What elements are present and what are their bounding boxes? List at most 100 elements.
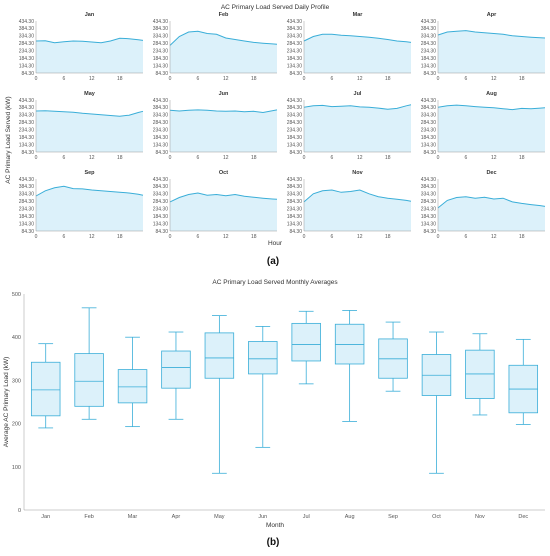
profile-area: [304, 190, 411, 231]
y-tick-label: 234.30: [153, 207, 169, 213]
profile-area: [438, 30, 545, 74]
y-tick-label: 434.30: [421, 19, 437, 25]
box-iqr: [465, 349, 495, 399]
profile-area: [170, 31, 277, 73]
y-tick-label: 284.30: [287, 199, 303, 205]
x-tick-label: 0: [35, 155, 38, 161]
x-tick-label: 0: [437, 155, 440, 161]
x-tick-label: 12: [223, 155, 229, 161]
x-tick-label: Sep: [388, 514, 398, 520]
box-iqr: [248, 341, 278, 375]
x-tick-label: 0: [437, 76, 440, 82]
x-tick-label: 18: [519, 155, 525, 161]
y-tick-label: 84.30: [21, 71, 34, 77]
profile-area: [170, 193, 277, 231]
x-tick-label: 12: [357, 234, 363, 240]
box-jul: Jul: [291, 310, 321, 520]
x-tick-label: 18: [385, 155, 391, 161]
x-tick-label: 18: [519, 234, 525, 240]
daily-profile-title: AC Primary Load Served Daily Profile: [221, 4, 330, 11]
y-tick-label: 384.30: [287, 105, 303, 111]
caption-b: (b): [267, 537, 280, 548]
y-tick-label: 234.30: [287, 207, 303, 213]
y-tick-label: 384.30: [287, 26, 303, 32]
profile-panel-title: May: [84, 91, 96, 97]
y-tick-label: 384.30: [421, 184, 437, 190]
profile-panel-title: Feb: [219, 12, 229, 18]
y-tick-label: 284.30: [153, 199, 169, 205]
y-tick-label: 184.30: [19, 135, 35, 141]
box-iqr: [74, 353, 104, 407]
y-tick-label: 184.30: [19, 214, 35, 220]
x-tick-label: 18: [117, 76, 123, 82]
daily-profile-ylabel: AC Primary Load Served (kW): [5, 96, 12, 183]
y-tick-label: 84.30: [289, 71, 302, 77]
y-tick-label: 384.30: [19, 105, 35, 111]
x-tick-label: 6: [465, 76, 468, 82]
profile-area: [170, 109, 277, 152]
monthly-profile-grid: Jan84.30134.30184.30234.30284.30334.3038…: [19, 12, 546, 240]
caption-a: (a): [267, 256, 279, 267]
y-tick-label: 84.30: [423, 71, 436, 77]
y-tick-label: 184.30: [153, 56, 169, 62]
box-oct: Oct: [421, 331, 452, 520]
y-tick-label: 134.30: [153, 221, 169, 227]
y-tick-label: 284.30: [19, 120, 35, 126]
profile-line: [169, 192, 278, 203]
y-tick-label: 334.30: [421, 192, 437, 198]
y-tick-label: 434.30: [287, 19, 303, 25]
y-tick-label: 334.30: [287, 192, 303, 198]
y-tick-label: 184.30: [421, 135, 437, 141]
y-tick-label: 84.30: [423, 229, 436, 235]
y-tick-label: 334.30: [19, 113, 35, 119]
monthly-averages-panel: AC Primary Load Served Monthly Averages …: [3, 279, 545, 548]
x-tick-label: 12: [491, 155, 497, 161]
y-tick-label: 334.30: [153, 192, 169, 198]
y-tick-label: 434.30: [287, 98, 303, 104]
monthly-averages-ylabel: Average AC Primary Load (kW): [3, 357, 10, 448]
y-tick-label: 384.30: [421, 26, 437, 32]
box-iqr: [117, 369, 148, 404]
box-aug: Aug: [334, 310, 365, 520]
x-tick-label: 18: [519, 76, 525, 82]
x-tick-label: 0: [437, 234, 440, 240]
y-tick-label: 84.30: [155, 71, 168, 77]
monthly-averages-title: AC Primary Load Served Monthly Averages: [212, 279, 338, 286]
box-plot: 0 100 200 300 400 500 Jan Feb Mar Apr May Jun Jul Aug…: [12, 292, 545, 520]
box-jun: Jun: [248, 325, 278, 520]
profile-line: [437, 30, 546, 39]
box-iqr: [204, 332, 235, 379]
x-tick-label: 12: [223, 76, 229, 82]
x-tick-label: 12: [89, 234, 95, 240]
y-tick-label: 384.30: [421, 105, 437, 111]
y-tick-label: 134.30: [421, 63, 437, 69]
y-tick-label: 334.30: [287, 113, 303, 119]
y-tick-label: 334.30: [19, 34, 35, 40]
x-tick-label: May: [214, 514, 225, 520]
y-tick-label: 234.30: [19, 49, 35, 55]
x-tick-label: 12: [491, 76, 497, 82]
box-dec: Dec: [508, 338, 539, 520]
y-tick-label: 84.30: [155, 150, 168, 156]
x-tick-label: 18: [251, 234, 257, 240]
y-tick-label: 184.30: [287, 135, 303, 141]
x-tick-label: 0: [303, 155, 306, 161]
profile-panel-title: Jun: [219, 91, 229, 97]
x-tick-label: 6: [465, 234, 468, 240]
daily-profile-panel: AC Primary Load Served Daily Profile Hou…: [5, 4, 546, 267]
y-tick-label: 234.30: [19, 207, 35, 213]
x-tick-label: Apr: [172, 514, 181, 520]
x-tick-label: 12: [491, 234, 497, 240]
profile-line: [437, 196, 546, 209]
x-tick-label: 6: [63, 76, 66, 82]
profile-panel-title: Sep: [84, 170, 95, 176]
y-tick-label: 384.30: [153, 105, 169, 111]
y-tick-label: 184.30: [153, 135, 169, 141]
x-tick-label: 6: [331, 234, 334, 240]
y-tick-label: 300: [12, 378, 21, 384]
y-tick-label: 200: [12, 422, 21, 428]
